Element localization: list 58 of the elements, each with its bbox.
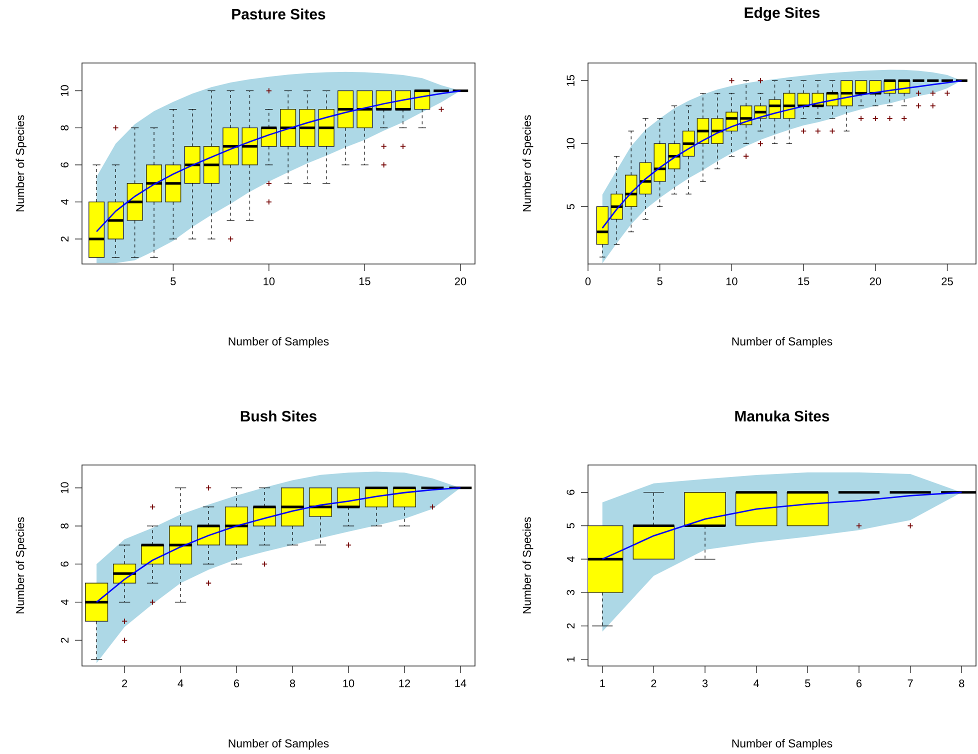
x-tick-label: 0 [585,278,591,286]
y-tick-label: 5 [566,523,574,528]
y-tick-label: 3 [566,590,574,596]
x-tick-label: 15 [798,278,810,286]
x-tick-label: 10 [343,680,354,688]
x-tick-label: 8 [959,680,964,688]
x-tick-label: 20 [454,278,466,286]
line-series [602,492,962,560]
y-tick-label: 6 [60,562,68,567]
x-axis-title: Number of Samples [732,337,832,348]
x-tick-label: 6 [234,680,240,688]
x-axis-title: Number of Samples [228,739,329,750]
x-tick-label: 2 [651,680,656,688]
x-tick-label: 4 [754,680,760,688]
line-series [96,90,462,232]
y-tick-label: 2 [566,623,574,628]
y-tick-label: 10 [60,85,68,96]
y-tick-label: 15 [566,75,574,86]
x-tick-label: 1 [600,680,605,688]
chart-title: Edge Sites [744,7,820,22]
y-tick-label: 6 [60,162,68,168]
y-axis-title: Number of Species [16,115,26,212]
y-tick-label: 10 [566,138,574,149]
y-axis-title: Number of Species [16,517,26,614]
y-tick-label: 2 [60,638,68,643]
x-tick-label: 10 [264,278,275,286]
x-tick-label: 5 [805,680,810,688]
x-axis-title: Number of Samples [732,739,832,750]
x-tick-label: 12 [399,680,410,688]
x-tick-label: 3 [702,680,708,688]
y-tick-label: 10 [60,482,68,494]
chart-title: Bush Sites [240,410,316,422]
chart-title: Manuka Sites [735,410,830,422]
y-tick-label: 8 [60,125,68,130]
y-tick-label: 4 [60,599,68,605]
y-tick-label: 4 [566,556,574,562]
x-tick-label: 7 [908,680,913,688]
x-tick-label: 10 [726,278,738,286]
y-tick-label: 4 [60,199,68,205]
y-tick-label: 2 [60,236,68,242]
x-tick-label: 8 [290,680,296,688]
x-tick-label: 20 [870,278,882,286]
x-tick-label: 14 [455,680,466,688]
y-tick-label: 5 [566,204,574,210]
x-tick-label: 2 [122,680,128,688]
y-tick-label: 6 [566,490,574,495]
chart-title: Pasture Sites [232,8,326,20]
y-axis-title: Number of Species [522,115,534,212]
x-tick-label: 6 [856,680,862,688]
x-tick-label: 15 [359,278,370,286]
x-axis-title: Number of Samples [228,337,329,348]
x-tick-label: 4 [178,680,184,688]
x-tick-label: 25 [942,278,953,286]
y-tick-label: 1 [566,656,574,662]
y-axis-title: Number of Species [522,517,534,614]
x-tick-label: 5 [170,278,176,286]
x-tick-label: 5 [657,278,662,286]
y-tick-label: 8 [60,523,68,529]
